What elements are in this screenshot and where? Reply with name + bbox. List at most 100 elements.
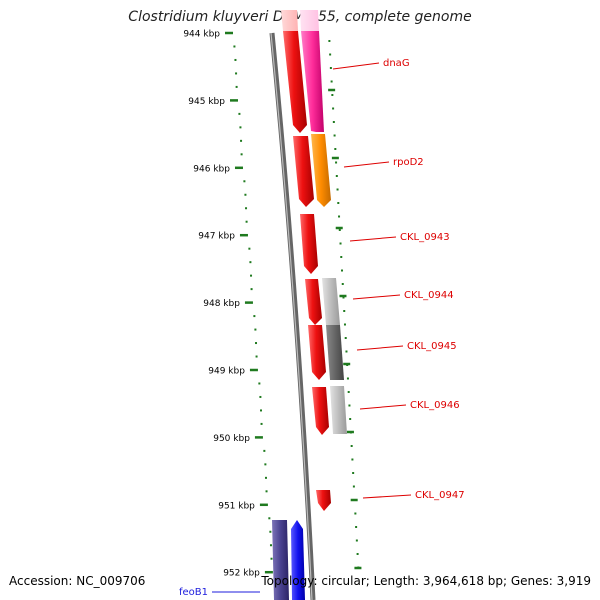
- outer-ring-dot: [329, 67, 332, 69]
- gene-arrows: [272, 10, 347, 600]
- outer-ring-dot: [338, 229, 341, 231]
- ruler-minor-tick: [238, 112, 241, 115]
- gene-arrow-ckl0945: [308, 325, 326, 380]
- outer-ring-dot: [352, 485, 355, 488]
- gene-arrow-rpod2: [311, 134, 331, 207]
- outer-ring-dot: [345, 350, 348, 353]
- gene-leader-line: [349, 236, 397, 242]
- ruler-minor-tick: [239, 126, 242, 129]
- outer-ring-dot: [343, 323, 346, 326]
- outer-ring-dot: [334, 148, 337, 150]
- outer-ring-dot: [356, 553, 359, 555]
- ruler-minor-tick: [264, 463, 267, 466]
- gene-label[interactable]: feoB1: [179, 587, 208, 598]
- outer-ring-dot: [338, 215, 341, 218]
- gene-arrow-ckl0946-partner: [330, 386, 347, 434]
- gene-leader-line: [332, 62, 380, 70]
- ruler-minor-tick: [260, 409, 263, 412]
- gene-arrow-ckl0944: [305, 279, 322, 325]
- ruler-minor-tick: [248, 247, 251, 250]
- gene-arrow-rpod2-partner: [293, 136, 314, 207]
- gene-label[interactable]: CKL_0943: [400, 232, 450, 243]
- outer-dotted-ring: [328, 40, 362, 570]
- gene-arrow-dnag: [301, 31, 324, 132]
- genome-stats-text: Topology: circular; Length: 3,964,618 bp…: [261, 574, 591, 588]
- ruler-minor-tick: [250, 274, 253, 277]
- ruler-minor-tick: [243, 180, 246, 183]
- ruler-tick-label: 947 kbp: [198, 232, 235, 242]
- ruler-minor-tick: [270, 557, 273, 560]
- gene-arrow-ckl0944-partner: [322, 278, 340, 325]
- outer-ring-dot: [332, 107, 335, 110]
- gene-arrow-ckl0945-partner: [326, 325, 344, 380]
- outer-ring-dot: [332, 121, 335, 123]
- genome-backbone-highlight: [270, 32, 313, 600]
- gene-label[interactable]: dnaG: [383, 58, 410, 69]
- ruler-minor-tick: [235, 85, 238, 88]
- ruler-tick-label: 945 kbp: [188, 97, 225, 107]
- gene-arrow-ckl0947: [316, 490, 331, 511]
- outer-ring-dot: [339, 242, 342, 245]
- gene-leader-line: [362, 494, 412, 499]
- gene-leader-line: [352, 294, 401, 300]
- gene-arrow-feo-partner: [272, 520, 289, 600]
- outer-ring-dot: [331, 94, 334, 96]
- ruler-tick-label: 949 kbp: [208, 367, 245, 377]
- ruler-minor-tick: [240, 139, 243, 142]
- outer-ring-dot: [354, 512, 357, 515]
- gene-label[interactable]: CKL_0944: [404, 290, 454, 301]
- gene-label-leaders: [212, 62, 412, 593]
- gene-labels: dnaG rpoD2 CKL_0943 CKL_0944 CKL_0945 CKL_094…: [179, 58, 465, 598]
- outer-ring-dot: [355, 539, 358, 542]
- outer-ring-dot: [342, 296, 345, 299]
- ruler-minor-tick: [250, 288, 253, 291]
- ruler-minor-tick: [259, 395, 262, 398]
- ruler-tick-label: 951 kbp: [218, 501, 255, 511]
- outer-ring-dot: [335, 161, 338, 164]
- gene-arrow-ckl0943: [300, 214, 318, 274]
- gene-arrow-dnag-partner: [283, 31, 307, 133]
- outer-ring-dot: [349, 418, 352, 420]
- ruler-minor-tick: [268, 517, 271, 520]
- outer-ring-dot: [348, 404, 351, 407]
- outer-ring-dot: [350, 445, 353, 447]
- outer-ring-dot: [344, 337, 347, 339]
- outer-ring-dot: [336, 188, 339, 191]
- genome-title: Clostridium kluyveri DSM 555, complete g…: [128, 9, 472, 25]
- ruler-minor-tick: [253, 315, 256, 318]
- gene-label[interactable]: CKL_0946: [410, 400, 460, 411]
- outer-ring-dot: [333, 134, 336, 137]
- gene-arrow-pale-red: [281, 10, 298, 31]
- gene-arrow-feob1: [291, 520, 305, 600]
- outer-ring-dot: [330, 80, 333, 83]
- ruler-minor-tick: [255, 355, 258, 358]
- outer-ring-dot: [347, 391, 350, 393]
- outer-ring-dot: [340, 256, 343, 258]
- gene-arrow-ckl0946: [312, 387, 329, 435]
- ruler-tick-label: 950 kbp: [213, 434, 250, 444]
- ruler-minor-tick: [260, 422, 263, 425]
- gene-label[interactable]: rpoD2: [393, 157, 424, 168]
- outer-ring-dot: [346, 377, 349, 380]
- ruler-minor-tick: [244, 193, 247, 196]
- genome-backbone: [269, 32, 316, 600]
- accession-text: Accession: NC_009706: [9, 574, 146, 588]
- ruler-minor-tick: [245, 220, 248, 223]
- ruler-minor-tick: [263, 449, 266, 452]
- ruler-minor-tick: [255, 342, 258, 345]
- outer-ring-dot: [341, 283, 344, 285]
- gene-label[interactable]: CKL_0945: [407, 341, 457, 352]
- outer-ring-dot: [341, 269, 344, 272]
- ruler-minor-tick: [254, 328, 257, 331]
- outer-ring-dot: [329, 53, 332, 56]
- gene-label[interactable]: CKL_0947: [415, 490, 465, 501]
- ruler-tick-label: 946 kbp: [193, 164, 230, 174]
- outer-ring-dot: [328, 40, 331, 42]
- ruler-tick-label: 948 kbp: [203, 299, 240, 309]
- outer-ring-dot: [335, 175, 338, 177]
- gene-arrow-pale-pink: [300, 10, 319, 31]
- outer-ring-dot: [351, 458, 354, 461]
- gene-leader-line: [359, 404, 407, 410]
- ruler-minor-tick: [233, 45, 236, 48]
